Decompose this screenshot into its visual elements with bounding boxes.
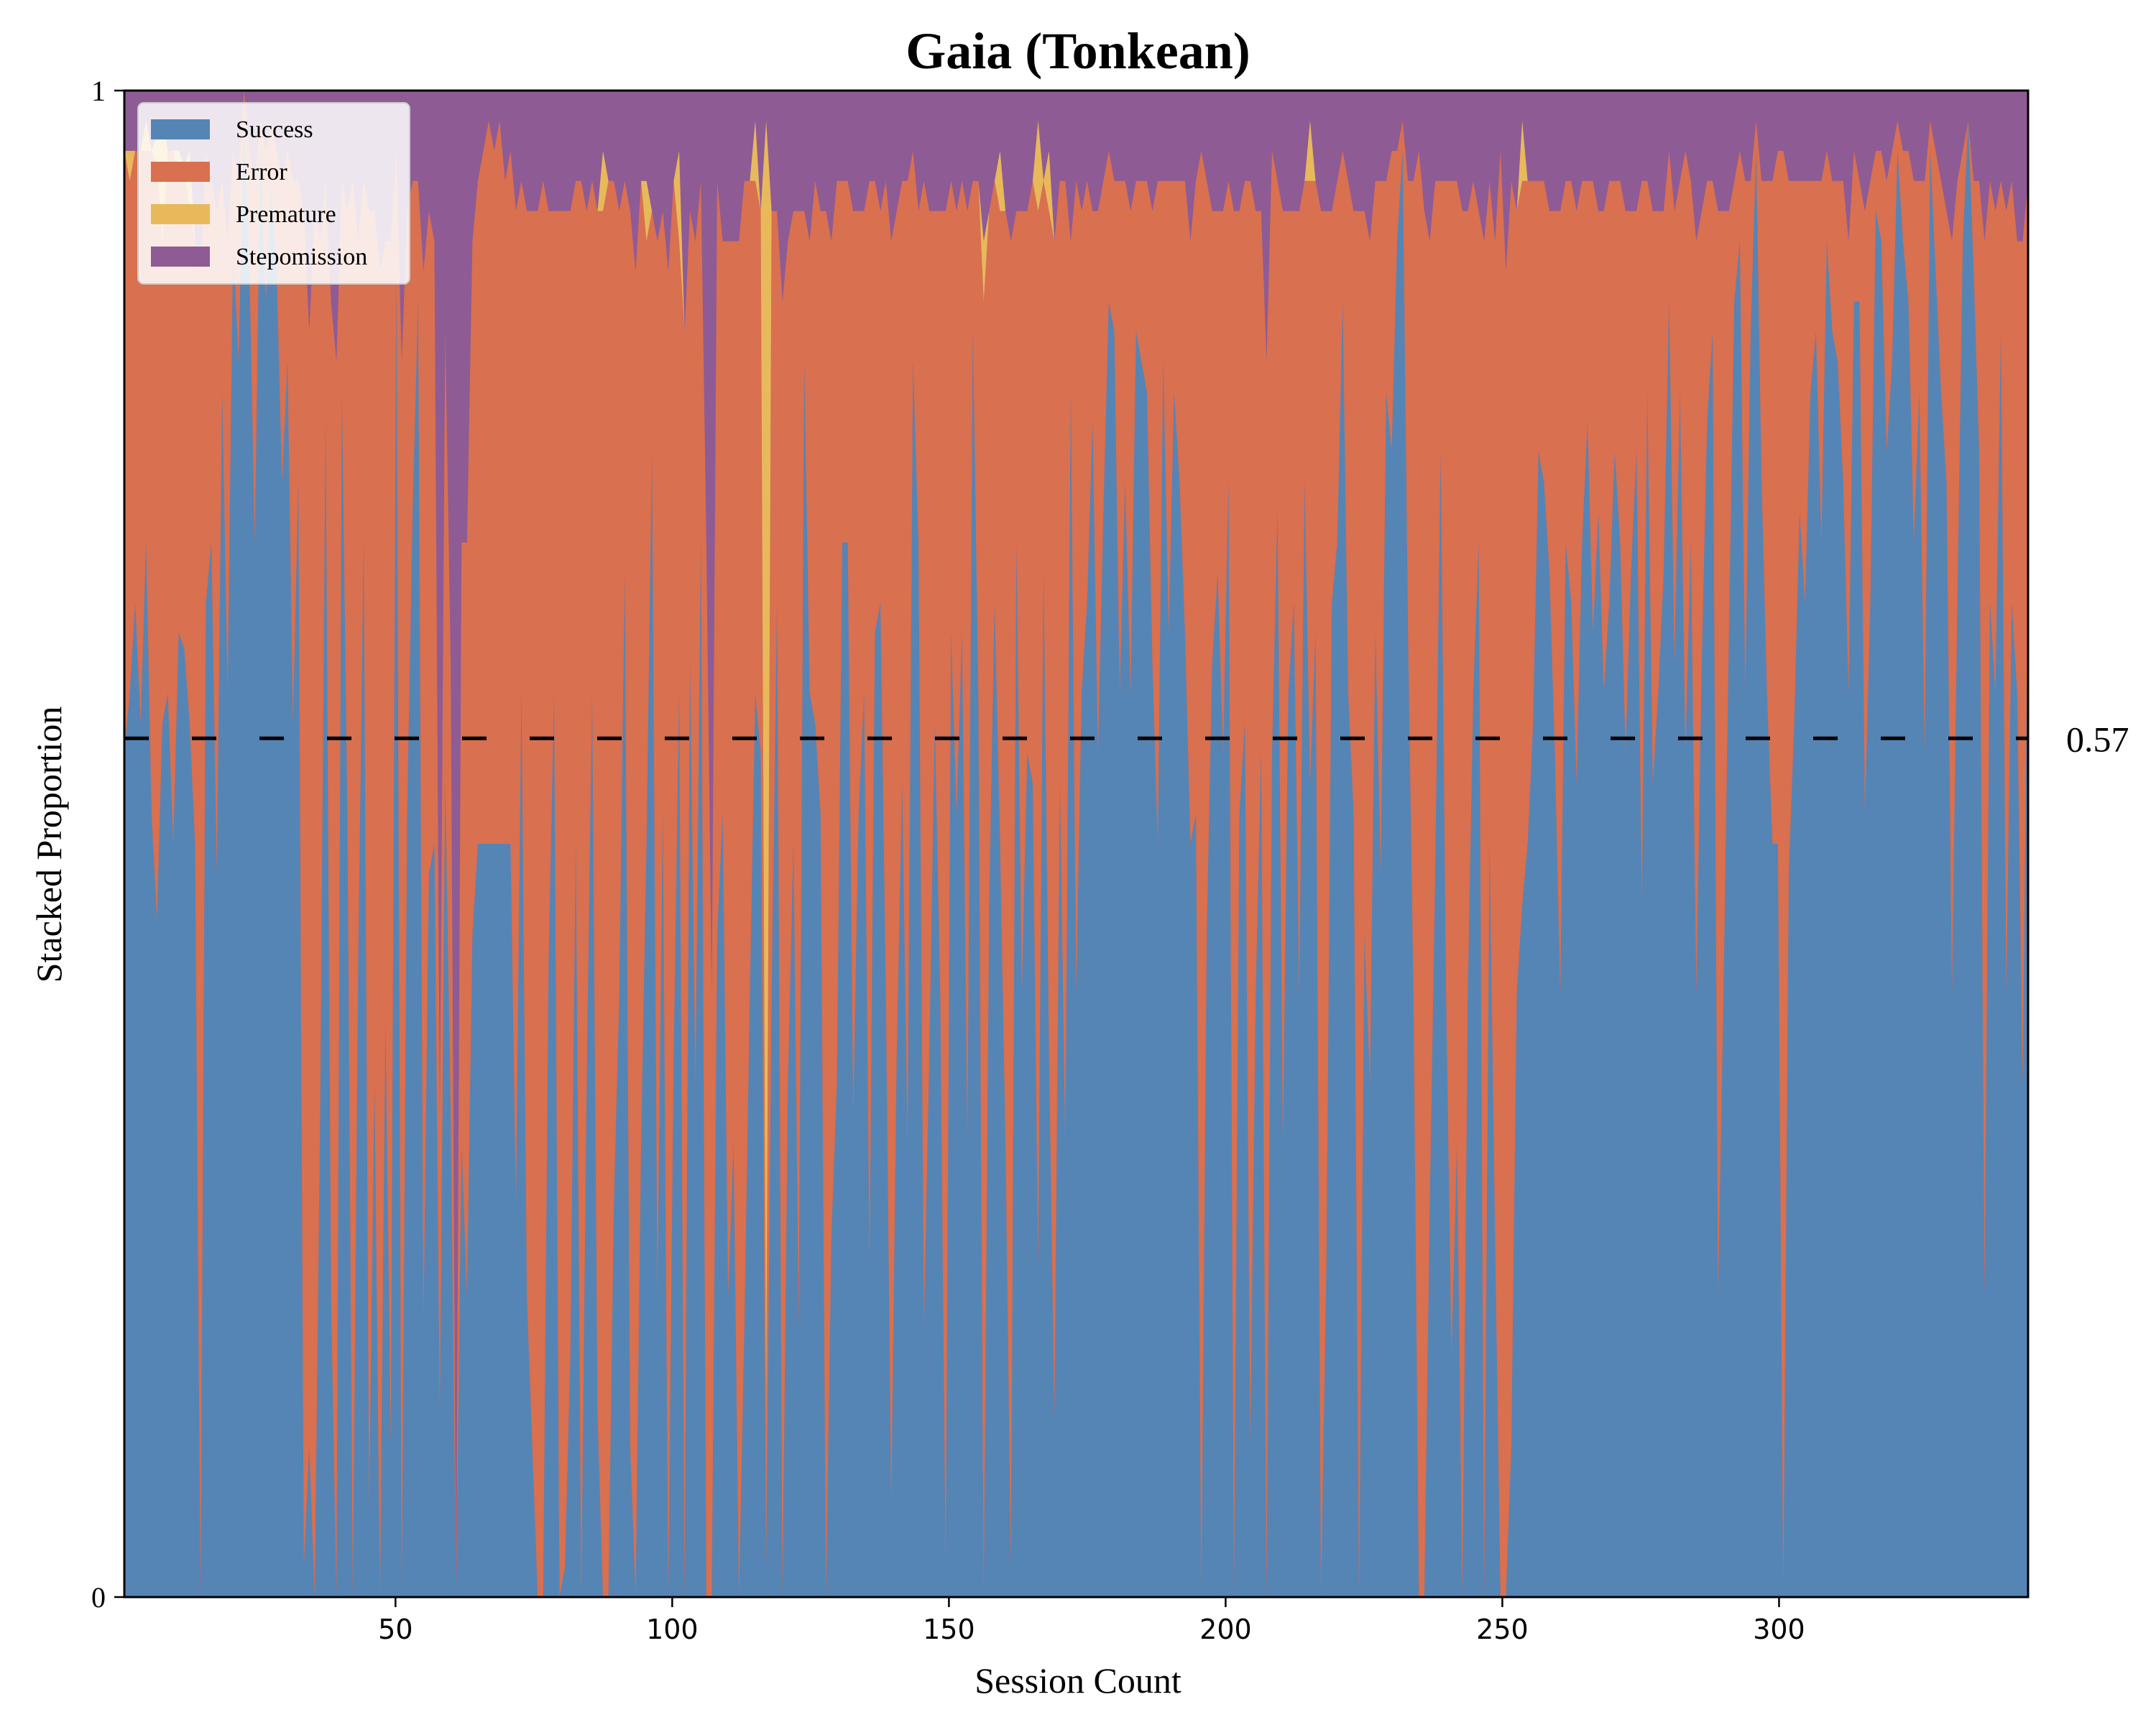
reference-line-label: 0.57	[2066, 719, 2129, 759]
legend-swatch-success	[151, 119, 210, 139]
x-tick-label: 300	[1753, 1614, 1805, 1645]
legend-label-success: Success	[236, 116, 313, 143]
legend-label-premature: Premature	[236, 201, 336, 228]
legend-label-stepomission: Stepomission	[236, 244, 367, 270]
legend-swatch-error	[151, 162, 210, 182]
chart-title: Gaia (Tonkean)	[906, 22, 1250, 80]
x-tick-label: 200	[1199, 1614, 1252, 1645]
legend-swatch-stepomission	[151, 247, 210, 267]
area-error	[124, 91, 2028, 1597]
legend-swatch-premature	[151, 204, 210, 224]
plot-frame	[123, 89, 2030, 1598]
axis-ticks: 50 100 150 200 250 300 0 1	[91, 75, 1805, 1645]
area-success	[124, 120, 2028, 1598]
x-tick-label: 250	[1476, 1614, 1529, 1645]
x-tick-label: 100	[646, 1614, 699, 1645]
y-tick-label: 1	[91, 75, 106, 107]
legend-label-error: Error	[236, 159, 287, 185]
x-axis-label: Session Count	[975, 1660, 1181, 1701]
x-tick-label: 150	[923, 1614, 975, 1645]
y-axis-label: Stacked Proportion	[29, 707, 69, 983]
y-tick-label: 0	[91, 1581, 106, 1614]
legend: Success Error Premature Stepomission	[137, 102, 410, 285]
x-tick-label: 50	[378, 1614, 413, 1645]
stacked-areas	[124, 91, 2028, 1598]
legend-box	[137, 102, 410, 285]
